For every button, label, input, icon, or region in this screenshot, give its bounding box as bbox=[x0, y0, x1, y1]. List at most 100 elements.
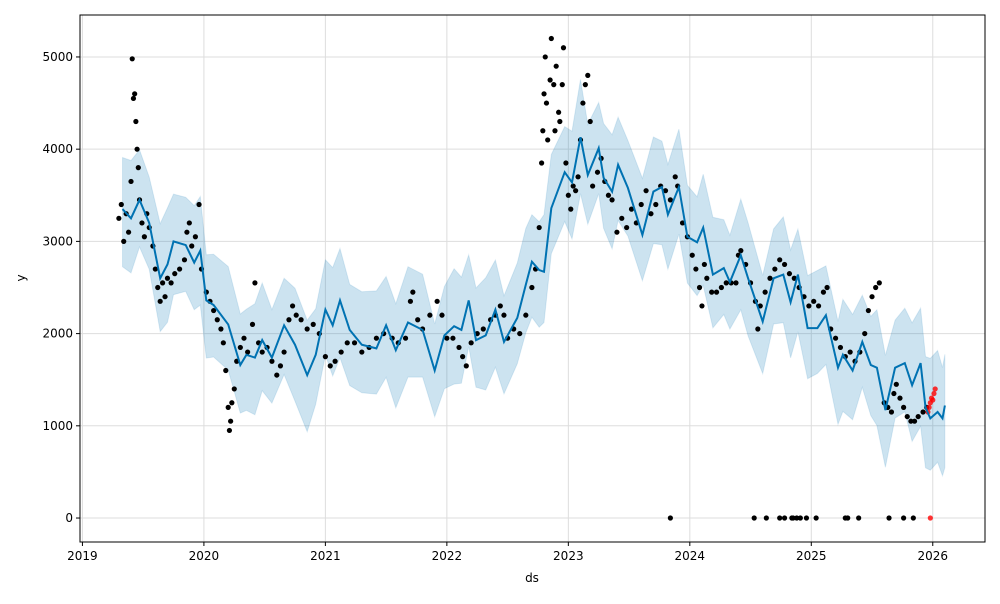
observed-point bbox=[575, 174, 581, 180]
recent-point bbox=[930, 397, 936, 403]
observed-point bbox=[865, 307, 871, 314]
observed-point bbox=[220, 340, 226, 346]
observed-point bbox=[338, 349, 344, 355]
observed-point bbox=[186, 220, 192, 226]
observed-point bbox=[718, 284, 724, 291]
observed-point bbox=[803, 515, 810, 521]
observed-point bbox=[624, 224, 630, 231]
observed-point bbox=[444, 335, 450, 341]
observed-point bbox=[259, 349, 265, 355]
x-tick-label: 2026 bbox=[917, 549, 948, 563]
y-tick-label: 5000 bbox=[42, 50, 73, 64]
x-tick-label: 2021 bbox=[310, 549, 341, 563]
observed-point bbox=[585, 72, 591, 78]
observed-point bbox=[225, 404, 231, 410]
observed-point bbox=[133, 118, 139, 125]
observed-point bbox=[815, 303, 822, 309]
observed-point bbox=[908, 418, 914, 424]
y-tick-label: 0 bbox=[65, 511, 73, 525]
observed-point bbox=[847, 349, 853, 355]
observed-point bbox=[116, 215, 122, 221]
observed-point bbox=[245, 349, 251, 355]
observed-point bbox=[689, 252, 695, 258]
observed-point bbox=[557, 118, 563, 125]
observed-point bbox=[837, 344, 844, 351]
observed-point bbox=[590, 183, 596, 189]
x-tick-label: 2022 bbox=[432, 549, 463, 563]
observed-point bbox=[856, 515, 862, 521]
observed-point bbox=[767, 275, 773, 281]
forecast-line bbox=[121, 137, 946, 421]
observed-point bbox=[704, 275, 710, 281]
observed-point bbox=[723, 280, 729, 286]
observed-point bbox=[560, 45, 567, 51]
observed-point bbox=[332, 358, 338, 364]
y-tick-label: 2000 bbox=[42, 327, 73, 341]
observed-point bbox=[456, 344, 462, 351]
observed-point bbox=[189, 243, 195, 249]
observed-point bbox=[327, 363, 333, 369]
observed-point bbox=[551, 82, 557, 88]
observed-point bbox=[813, 515, 819, 521]
observed-point bbox=[168, 280, 174, 286]
observed-point bbox=[125, 229, 132, 235]
observed-point bbox=[667, 515, 673, 521]
observed-point bbox=[547, 77, 553, 83]
observed-point bbox=[790, 515, 796, 521]
recent-point bbox=[927, 515, 933, 521]
observed-point bbox=[777, 257, 783, 263]
observed-point bbox=[130, 95, 137, 102]
plot-frame bbox=[79, 14, 986, 543]
observed-point bbox=[359, 349, 365, 355]
observed-point bbox=[876, 280, 882, 286]
x-ticks: 2019 2020 2021 2022 2023 2024 2025 2026 bbox=[67, 542, 948, 563]
observed-point bbox=[614, 229, 620, 235]
uncertainty-band bbox=[122, 79, 946, 478]
observed-point bbox=[713, 289, 720, 295]
observed-point bbox=[529, 284, 535, 291]
observed-point bbox=[196, 201, 202, 208]
observed-point bbox=[310, 321, 316, 327]
observed-point bbox=[832, 335, 839, 341]
observed-point bbox=[915, 413, 921, 420]
observed-point bbox=[468, 340, 474, 346]
observed-point bbox=[463, 363, 469, 369]
observed-point bbox=[497, 303, 503, 309]
y-tick-label: 3000 bbox=[42, 234, 73, 248]
x-axis-label: ds bbox=[525, 571, 539, 585]
observed-point bbox=[643, 188, 649, 194]
observed-point bbox=[701, 261, 707, 268]
observed-point bbox=[241, 335, 247, 341]
observed-point bbox=[134, 146, 140, 152]
observed-point bbox=[786, 271, 793, 277]
observed-point bbox=[181, 257, 188, 263]
observed-point bbox=[565, 192, 571, 198]
observed-point bbox=[556, 109, 562, 115]
observed-point bbox=[763, 515, 769, 521]
observed-point bbox=[628, 206, 635, 212]
observed-point bbox=[911, 418, 918, 424]
observed-point bbox=[886, 515, 892, 521]
observed-point bbox=[548, 35, 554, 42]
observed-point bbox=[281, 349, 287, 355]
observed-point bbox=[373, 335, 380, 341]
observed-point bbox=[249, 321, 256, 327]
observed-point bbox=[920, 409, 926, 415]
observed-point bbox=[573, 188, 579, 194]
observed-point bbox=[427, 312, 433, 318]
observed-point bbox=[794, 515, 800, 521]
observed-point bbox=[286, 317, 292, 323]
observed-point bbox=[184, 229, 190, 235]
observed-point bbox=[228, 418, 234, 424]
observed-point bbox=[539, 160, 545, 166]
observed-point bbox=[582, 82, 588, 88]
observed-point bbox=[274, 372, 280, 378]
y-tick-label: 4000 bbox=[42, 142, 73, 156]
observed-point bbox=[638, 201, 644, 208]
observed-point bbox=[605, 192, 612, 198]
observed-point bbox=[129, 56, 135, 62]
observed-point bbox=[580, 100, 586, 106]
observed-point bbox=[542, 54, 548, 60]
observed-point bbox=[128, 178, 134, 185]
